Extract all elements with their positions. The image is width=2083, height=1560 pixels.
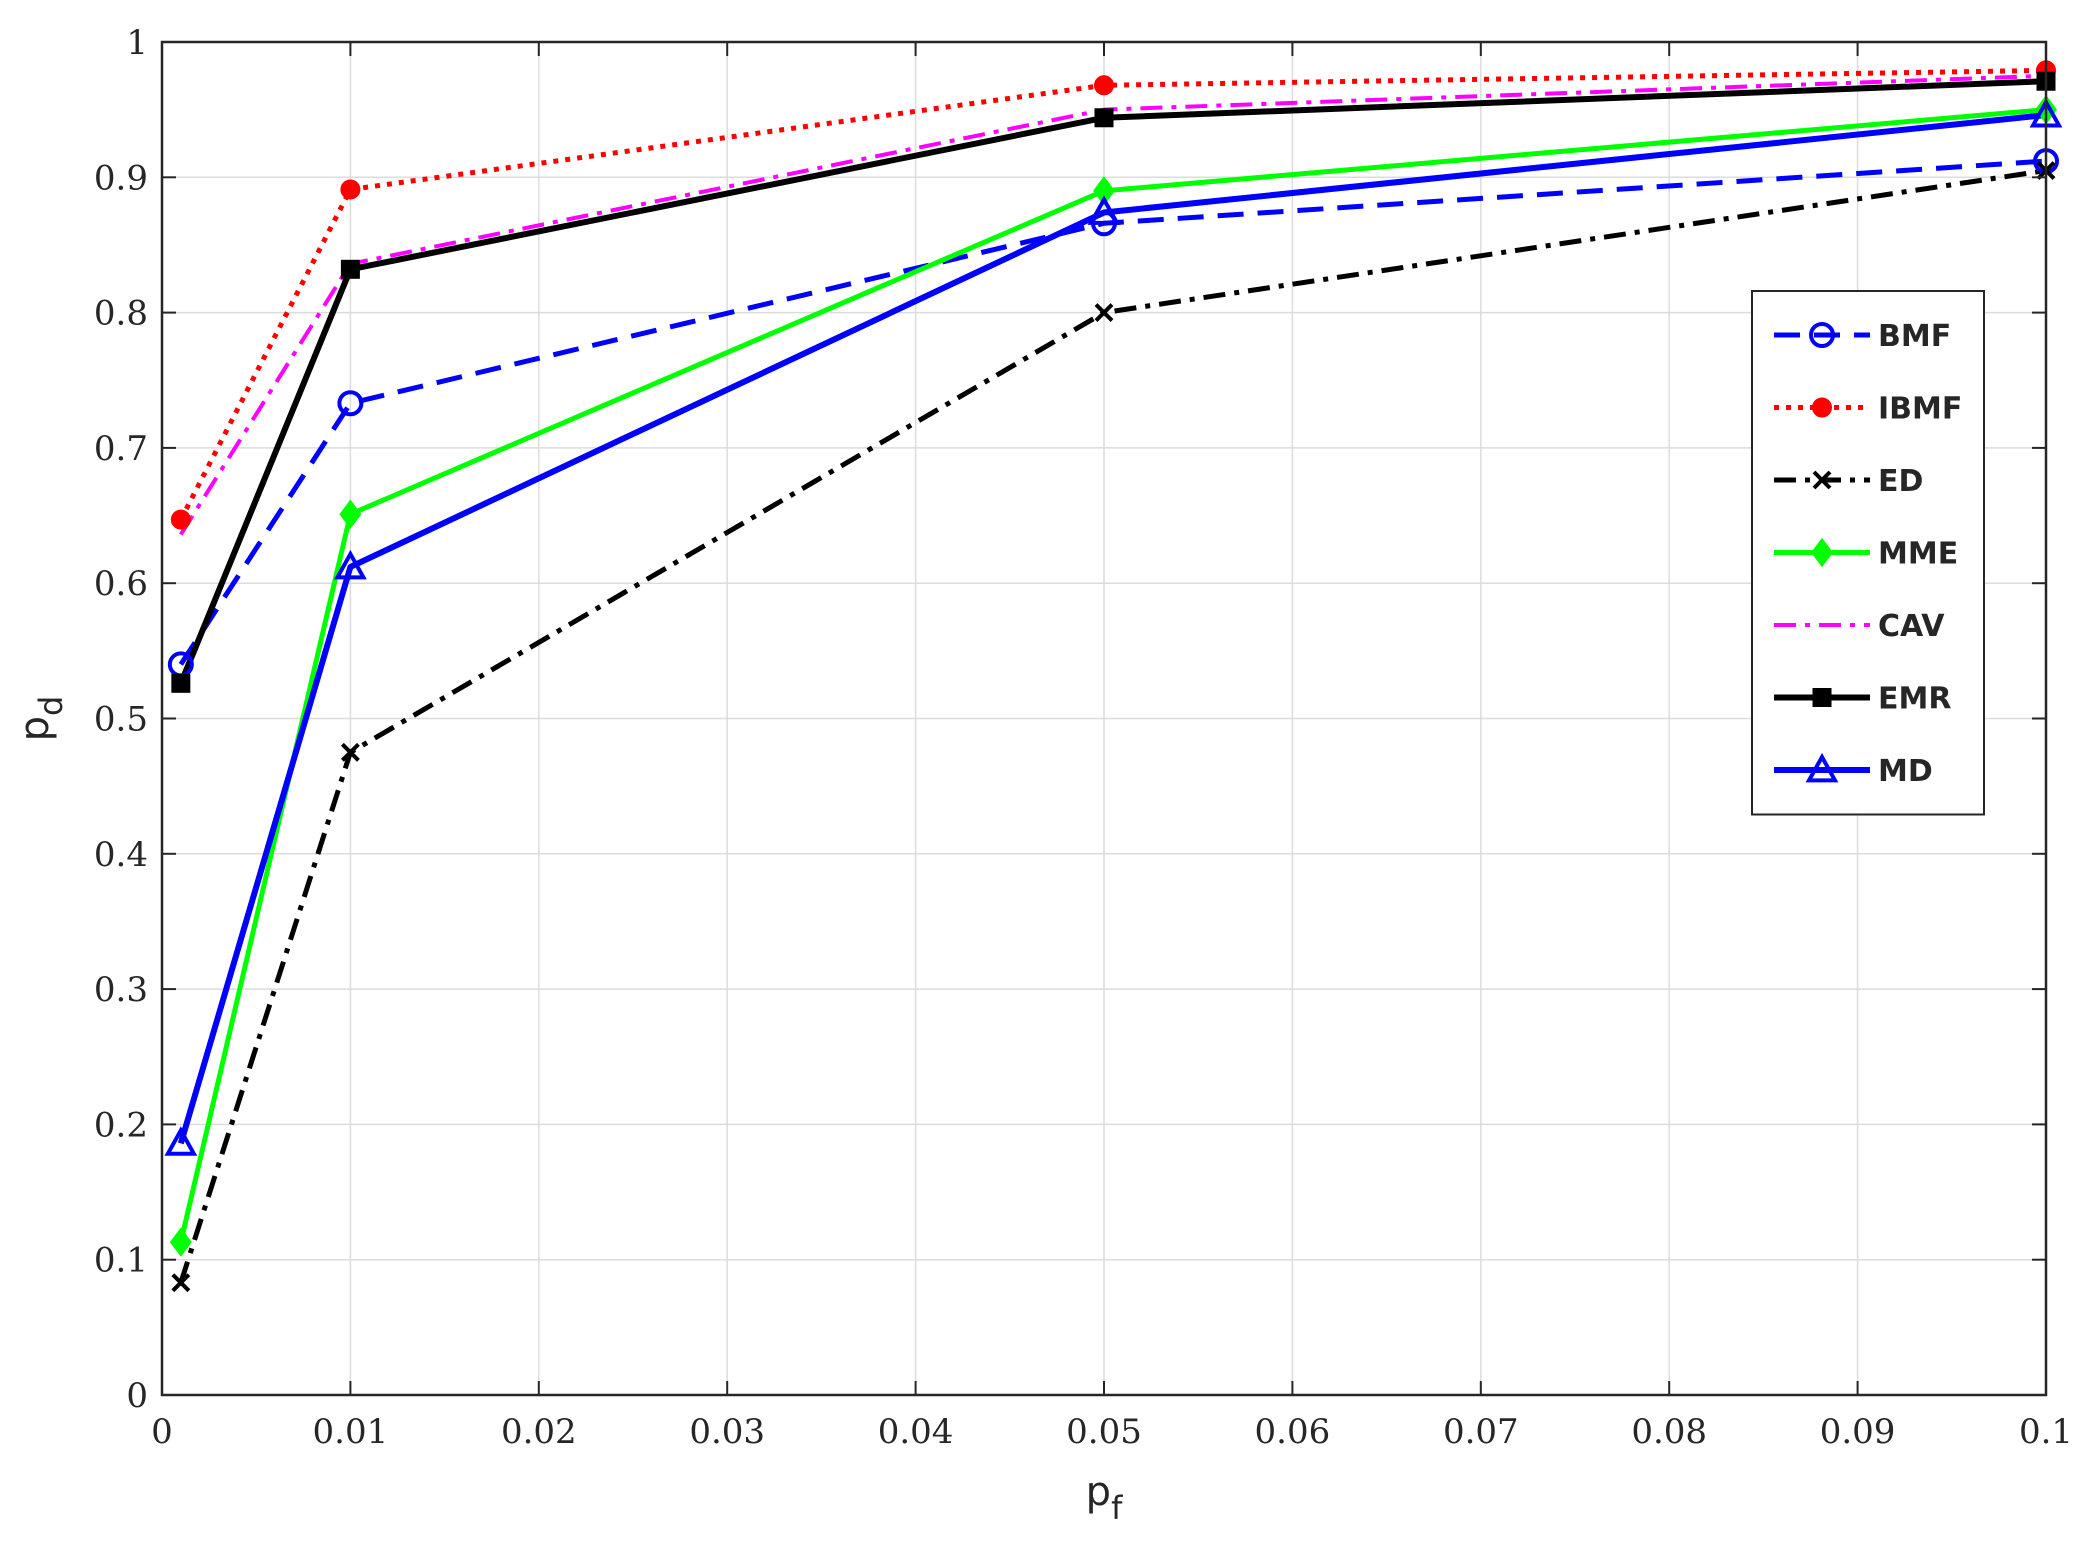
y-tick-label: 0.4 <box>94 835 148 875</box>
x-tick-label: 0.09 <box>1820 1412 1896 1452</box>
y-axis-label-main: p <box>12 716 58 741</box>
data-point-ibmf <box>170 509 191 530</box>
y-tick-label: 0.3 <box>94 970 148 1010</box>
legend-label-emr: EMR <box>1878 682 1951 717</box>
y-tick-label: 0.8 <box>94 294 148 334</box>
x-tick-label: 0.01 <box>313 1412 389 1452</box>
legend-marker-ibmf <box>1812 397 1832 418</box>
x-axis-label-main: p <box>1086 1469 1111 1515</box>
data-point-mme <box>169 1227 192 1257</box>
axis-ticks: 0 0.01 0.02 0.03 0.04 0.05 0.06 0.07 0.08 0.09 0.1… <box>94 23 2073 1452</box>
data-point-md <box>1087 195 1121 225</box>
y-tick-label: 0 <box>126 1376 148 1416</box>
series-line-ed <box>178 168 2047 1284</box>
legend-label-ed: ED <box>1878 464 1923 499</box>
y-tick-label: 1 <box>126 23 148 63</box>
x-tick-label: 0.06 <box>1255 1412 1331 1452</box>
legend-marker-mme <box>1811 537 1833 568</box>
legend-label-bmf: BMF <box>1878 319 1951 354</box>
data-point-ed <box>171 1273 191 1293</box>
y-tick-label: 0.9 <box>94 158 148 198</box>
data-point-mme <box>1093 176 1115 206</box>
legend-label-mme: MME <box>1878 537 1958 572</box>
x-axis-label-sub: f <box>1111 1489 1123 1527</box>
x-tick-label: 0.05 <box>1066 1412 1142 1452</box>
x-tick-label: 0.08 <box>1631 1412 1707 1452</box>
y-tick-label: 0.6 <box>94 564 148 604</box>
legend-marker-emr <box>1812 688 1832 707</box>
data-point-emr <box>1094 108 1114 128</box>
y-axis-label: pd <box>12 696 70 742</box>
legend-marker-md <box>1805 752 1839 783</box>
data-point-emr <box>340 259 360 279</box>
series-line-emr <box>178 78 2047 685</box>
legend-marker-bmf <box>1809 322 1835 348</box>
series-lines <box>177 67 2047 1284</box>
x-tick-label: 0 <box>151 1412 173 1452</box>
data-point-ibmf <box>340 179 361 200</box>
y-axis-label-sub: d <box>32 696 70 716</box>
legend-label-cav: CAV <box>1878 609 1945 644</box>
legend-label-md: MD <box>1878 754 1933 789</box>
series-line-bmf <box>178 158 2047 666</box>
x-tick-label: 0.03 <box>689 1412 765 1452</box>
data-point-ed <box>340 742 360 762</box>
data-point-ibmf <box>1094 75 1114 96</box>
legend-label-ibmf: IBMF <box>1878 392 1962 427</box>
y-tick-label: 0.2 <box>94 1105 148 1145</box>
y-tick-label: 0.5 <box>94 700 148 740</box>
x-tick-label: 0.07 <box>1443 1412 1519 1452</box>
series-line-md <box>177 112 2047 1145</box>
x-tick-label: 0.02 <box>501 1412 577 1452</box>
data-point-mme <box>339 499 362 529</box>
data-point-md <box>334 549 367 580</box>
data-point-emr <box>171 673 191 693</box>
data-point-bmf <box>337 390 364 417</box>
x-tick-label: 0.04 <box>878 1412 954 1452</box>
data-point-md <box>164 1126 198 1156</box>
x-axis-label: pf <box>1086 1469 1123 1527</box>
y-tick-label: 0.1 <box>94 1241 148 1281</box>
series-markers <box>164 60 2063 1293</box>
data-point-ed <box>1094 303 1114 323</box>
y-tick-label: 0.7 <box>94 429 148 469</box>
legend-marker-ed <box>1812 470 1832 490</box>
legend: BMF IBMF ED MME CAV EMR MD <box>1751 290 1985 816</box>
series-line-mme <box>178 107 2047 1243</box>
x-tick-label: 0.1 <box>2019 1412 2073 1452</box>
